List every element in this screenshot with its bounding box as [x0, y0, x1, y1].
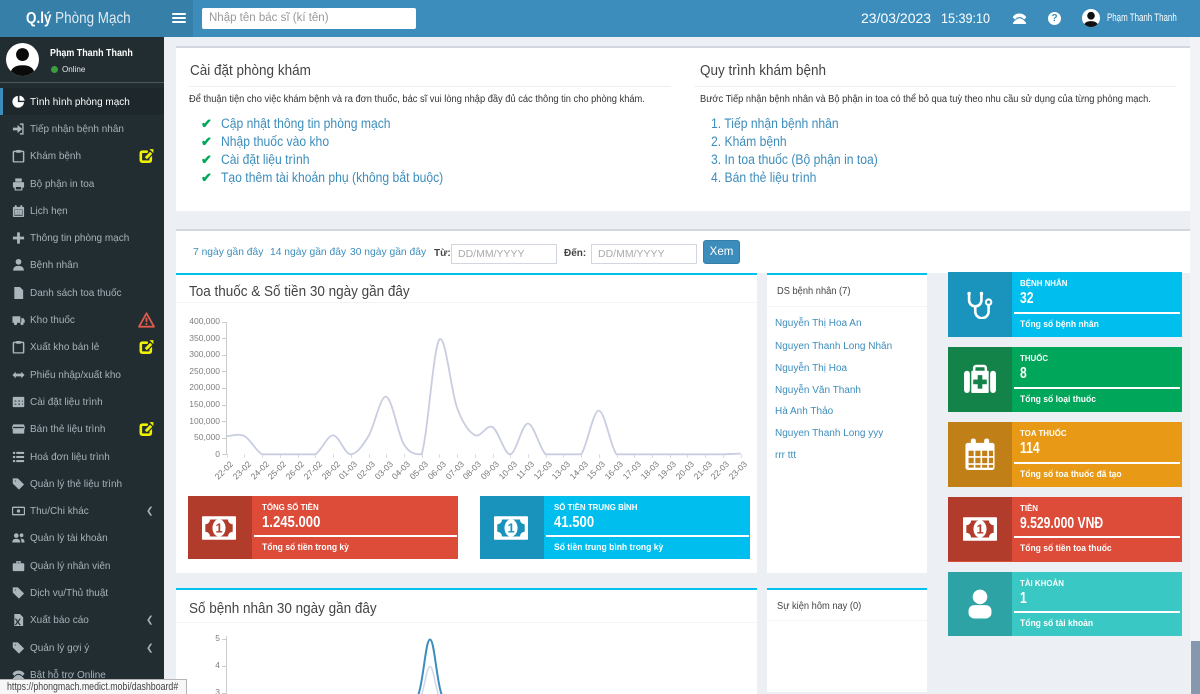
svg-text:1: 1	[215, 520, 222, 535]
svg-text:1: 1	[507, 520, 514, 535]
svg-text:1: 1	[976, 522, 983, 537]
